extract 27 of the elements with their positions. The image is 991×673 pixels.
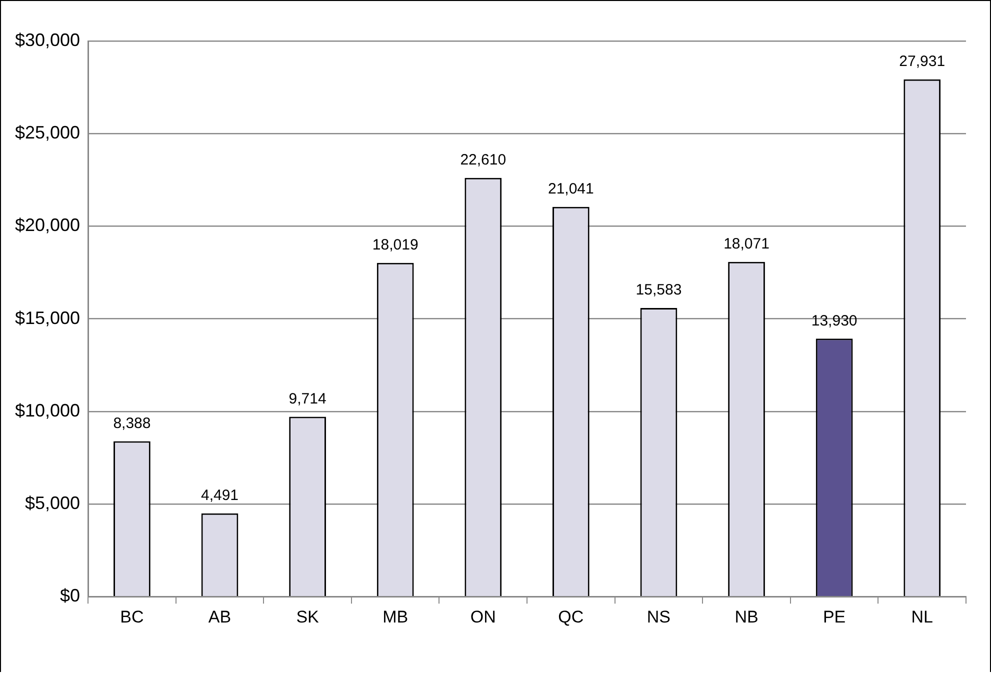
data-label: 27,931 (899, 52, 946, 70)
y-tick-label: $30,000 (14, 30, 80, 50)
x-tick-label: PE (822, 607, 846, 626)
x-tick-label: ON (470, 607, 496, 626)
data-label: 21,041 (548, 180, 594, 198)
x-tick-label: NB (734, 607, 758, 626)
data-label: 18,019 (372, 236, 418, 254)
y-tick-label: $15,000 (14, 308, 80, 328)
x-tick-label: QC (558, 607, 584, 626)
y-tick-label: $25,000 (14, 122, 80, 143)
x-tick-label: NS (646, 607, 671, 626)
data-label: 9,714 (288, 390, 326, 408)
y-tick-label: $5,000 (25, 492, 80, 513)
x-tick-label: MB (382, 607, 408, 626)
x-tick-label: SK (296, 607, 320, 626)
data-label: 18,071 (724, 236, 770, 253)
data-label: 13,930 (811, 312, 858, 330)
y-tick-label: $0 (60, 586, 80, 606)
data-label: 4,491 (200, 487, 239, 504)
data-label: 8,388 (113, 414, 151, 432)
y-tick-label: $20,000 (14, 215, 80, 236)
x-tick-label: NL (911, 607, 933, 626)
x-tick-label: BC (120, 607, 144, 626)
x-tick-label: AB (208, 607, 232, 626)
data-label: 22,610 (460, 152, 506, 169)
y-tick-label: $10,000 (14, 400, 80, 420)
data-label: 15,583 (636, 282, 682, 299)
